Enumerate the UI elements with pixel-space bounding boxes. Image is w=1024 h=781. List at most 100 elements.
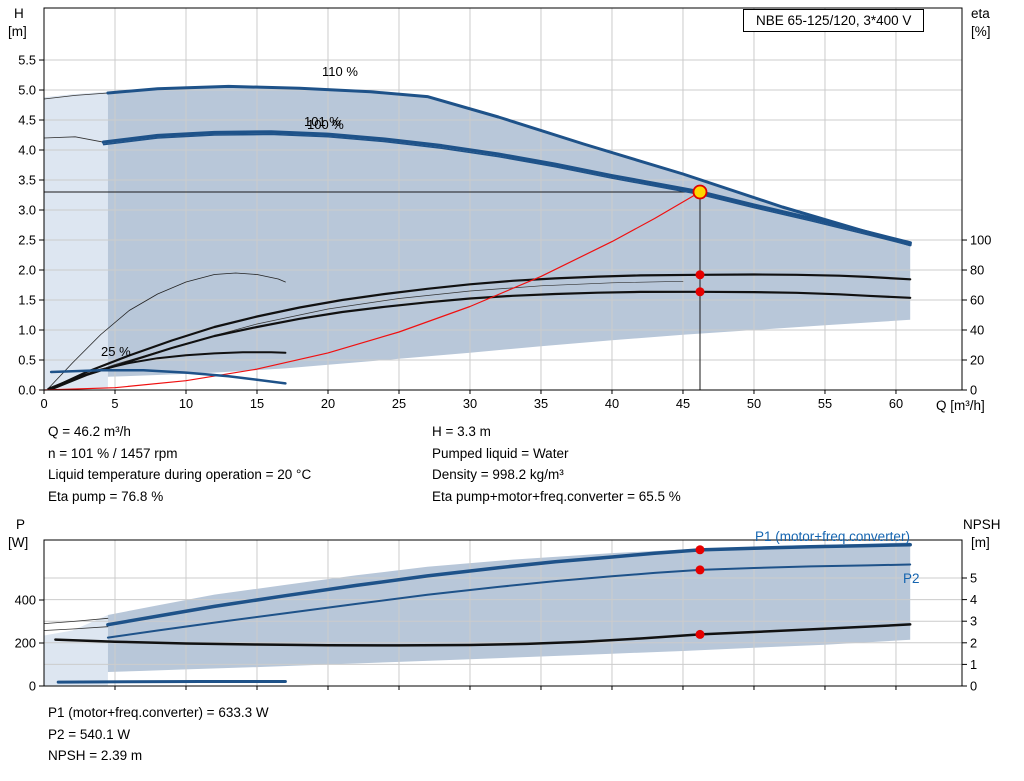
x-tick-label: 50 [747,396,761,411]
result-p1: P1 (motor+freq.converter) = 633.3 W [48,705,269,720]
p-envelope-main [107,542,911,672]
results-bottom-column: P1 (motor+freq.converter) = 633.3 W P2 =… [48,702,269,767]
right-tick-label: 5 [970,571,977,586]
results-left-column: Q = 46.2 m³/h n = 101 % / 1457 rpm Liqui… [48,421,311,507]
speed-curve-110 [106,84,912,247]
x-tick-label: 60 [889,396,903,411]
p1-curve-25 [56,680,287,684]
left-tick-label: 2.0 [18,263,36,278]
x-tick-label: 10 [179,396,193,411]
eta-axis-label: eta [971,6,990,21]
p-envelope-light [44,615,108,686]
left-tick-label: 0.5 [18,353,36,368]
left-tick-label: 5.0 [18,83,36,98]
left-tick-label: 3.5 [18,173,36,188]
pump-title-box: NBE 65-125/120, 3*400 V [743,9,925,32]
h-axis-unit: [m] [8,24,27,39]
npsh-axis-label: NPSH [963,517,1001,532]
p1-point [695,545,705,555]
left-tick-label: 0.0 [18,383,36,398]
left-tick-label: 1.5 [18,293,36,308]
right-tick-label: 2 [970,635,977,650]
p-hairline-2 [43,626,109,631]
right-tick-label: 1 [970,657,977,672]
x-tick-label: 0 [40,396,47,411]
x-tick-label: 15 [250,396,264,411]
result-eta-total: Eta pump+motor+freq.converter = 65.5 % [432,488,681,504]
x-tick-label: 45 [676,396,690,411]
speed-101-label: 101 % [304,114,341,129]
pq-chart: 0 200 400 0 1 2 3 4 5 [15,539,977,694]
speed-curve-100 [102,133,911,247]
q-axis-label: Q [m³/h] [936,398,985,413]
hq-chart: 0 5 10 15 20 25 30 35 40 45 50 55 60 0.0 0.5 1.0 1.5 2.0 2… [18,7,991,411]
left-tick-label: 400 [15,592,36,607]
p1-curve-label: P1 (motor+freq.converter) [755,529,910,544]
result-q: Q = 46.2 m³/h [48,424,131,439]
right-tick-label: 0 [970,383,977,398]
npsh-axis-unit: [m] [971,535,990,550]
speed-curve-101 [101,130,912,245]
envelope-main [107,86,911,377]
result-p2: P2 = 540.1 W [48,726,131,742]
results-right-column: H = 3.3 m Pumped liquid = Water Density … [432,421,681,507]
right-tick-label: 4 [970,592,977,607]
right-tick-label: 60 [970,293,984,308]
result-npsh: NPSH = 2.39 m [48,748,143,763]
x-tick-label: 25 [392,396,406,411]
npsh-point [695,629,705,639]
p1-curve [106,542,912,627]
system-curve [43,191,701,391]
result-liquid-temp: Liquid temperature during operation = 20… [48,467,312,482]
left-tick-label: 200 [15,635,36,650]
speed-curve-25 [49,368,287,385]
result-pumped-liquid: Pumped liquid = Water [432,445,569,461]
plot-border [43,539,963,687]
x-tick-label: 40 [605,396,619,411]
p-hairline-1 [43,617,109,624]
result-eta-pump: Eta pump = 76.8 % [48,488,164,504]
eta-pump-point [695,270,705,280]
left-tick-label: 4.5 [18,113,36,128]
hairline-top-left-1 [43,92,109,100]
eta-axis-unit: [%] [971,24,991,39]
eta-total-curve [49,290,912,391]
eta-total-point [695,287,705,297]
speed-100-label: 100 % [307,117,344,132]
right-tick-label: 40 [970,323,984,338]
left-tick-label: 5.5 [18,53,36,68]
x-tick-label: 35 [534,396,548,411]
right-tick-label: 3 [970,614,977,629]
left-tick-label: 3.0 [18,203,36,218]
h-axis-label: H [14,6,24,21]
x-tick-label: 20 [321,396,335,411]
eta-curve-25 [47,272,286,389]
p-axis-label: P [16,517,26,532]
hairline-top-left-2 [43,136,104,143]
right-tick-label: 80 [970,263,984,278]
left-tick-label: 0 [29,679,36,694]
npsh-curve [54,623,912,647]
p2-curve [106,563,912,639]
left-tick-label: 1.0 [18,323,36,338]
left-tick-label: 4.0 [18,143,36,158]
left-tick-label: 2.5 [18,233,36,248]
p2-curve-label: P2 [903,571,920,586]
result-h: H = 3.3 m [432,424,491,439]
speed-110-label: 110 % [322,64,358,79]
p2-point [695,565,705,575]
plot-border [43,7,963,391]
result-speed: n = 101 % / 1457 rpm [48,445,178,461]
x-tick-label: 30 [463,396,477,411]
speed-25-label: 25 % [101,344,131,359]
right-tick-label: 0 [970,679,977,694]
duty-point[interactable] [692,184,708,200]
right-tick-label: 20 [970,353,984,368]
x-tick-label: 55 [818,396,832,411]
right-tick-label: 100 [970,233,991,248]
eta-pump-curve [49,273,912,390]
result-density: Density = 998.2 kg/m³ [432,467,564,482]
x-tick-label: 5 [111,396,118,411]
